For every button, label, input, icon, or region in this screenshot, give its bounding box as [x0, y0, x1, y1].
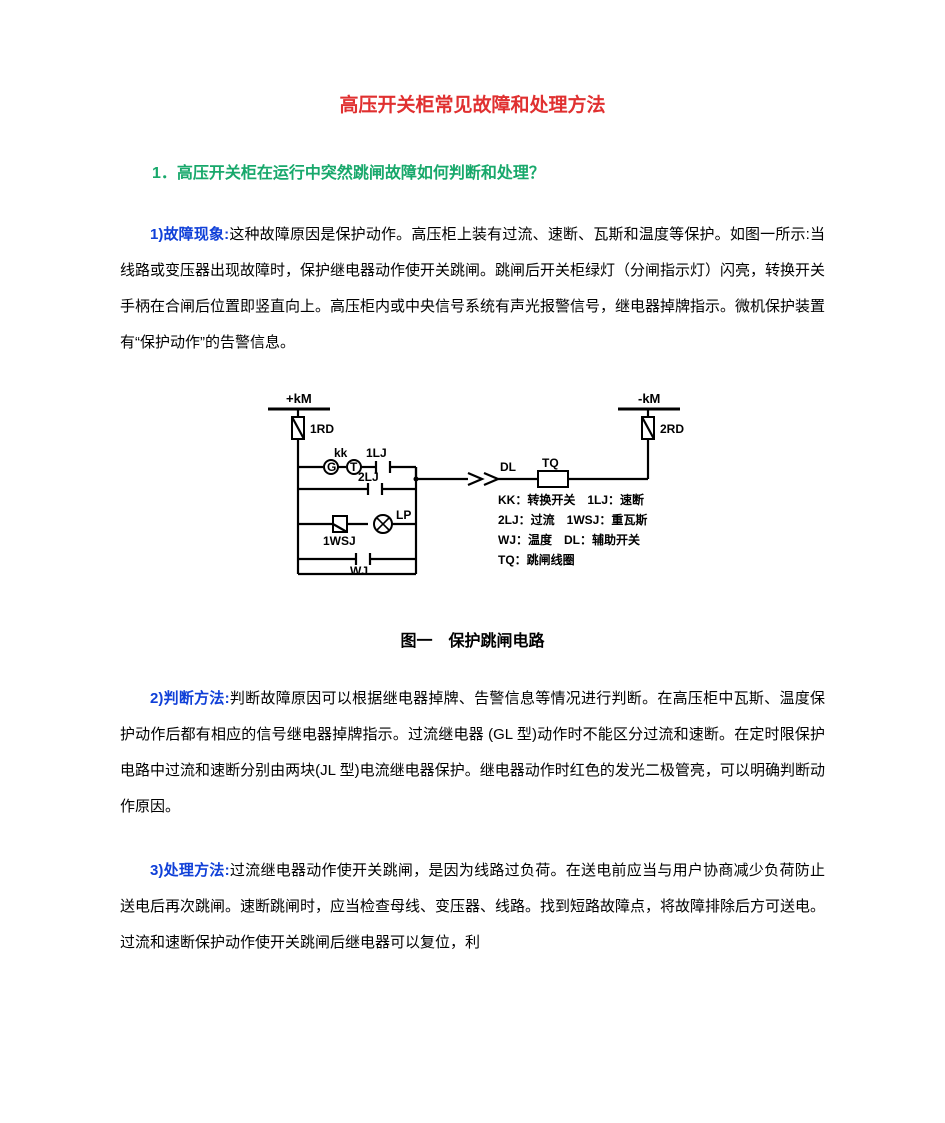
- label-2rd: 2RD: [660, 422, 684, 436]
- label-tq: TQ: [542, 456, 559, 470]
- legend-line-1: KK：转换开关 1LJ：速断: [498, 492, 644, 507]
- legend-line-4: TQ：跳闸线圈: [498, 552, 575, 567]
- diagram-figure-1: +kM -kM 1RD 2RD kk G T 1LJ: [120, 389, 825, 609]
- label-wj: WJ: [350, 564, 368, 578]
- label-kk: kk: [334, 446, 348, 460]
- para-2-text: 判断故障原因可以根据继电器掉牌、告警信息等情况进行判断。在高压柜中瓦斯、温度保护…: [120, 690, 825, 815]
- label-dl: DL: [500, 460, 516, 474]
- label-bus-right: -kM: [638, 391, 660, 406]
- legend-line-3: WJ：温度 DL：辅助开关: [498, 532, 640, 547]
- para-2-lead: 2)判断方法:: [150, 690, 230, 707]
- label-bus-left: +kM: [286, 391, 312, 406]
- paragraph-1: 1)故障现象:这种故障原因是保护动作。高压柜上装有过流、速断、瓦斯和温度等保护。…: [120, 217, 825, 361]
- page-title: 高压开关柜常见故障和处理方法: [120, 90, 825, 117]
- label-1rd: 1RD: [310, 422, 334, 436]
- paragraph-2: 2)判断方法:判断故障原因可以根据继电器掉牌、告警信息等情况进行判断。在高压柜中…: [120, 681, 825, 825]
- legend-line-2: 2LJ：过流 1WSJ：重瓦斯: [498, 512, 647, 527]
- para-1-text: 这种故障原因是保护动作。高压柜上装有过流、速断、瓦斯和温度等保护。如图一所示:当…: [120, 226, 825, 351]
- circuit-diagram: +kM -kM 1RD 2RD kk G T 1LJ: [238, 389, 708, 609]
- section-heading-1: 1．高压开关柜在运行中突然跳闸故障如何判断和处理？: [120, 159, 825, 183]
- label-1wsj: 1WSJ: [323, 534, 356, 548]
- label-lp: LP: [396, 508, 411, 522]
- label-2lj: 2LJ: [358, 470, 379, 484]
- diagram-caption: 图一 保护跳闸电路: [120, 627, 825, 651]
- label-g: G: [327, 460, 336, 474]
- paragraph-3: 3)处理方法:过流继电器动作使开关跳闸，是因为线路过负荷。在送电前应当与用户协商…: [120, 853, 825, 961]
- para-3-lead: 3)处理方法:: [150, 862, 230, 879]
- para-1-lead: 1)故障现象:: [150, 226, 229, 243]
- label-1lj: 1LJ: [366, 446, 387, 460]
- label-t: T: [350, 460, 358, 474]
